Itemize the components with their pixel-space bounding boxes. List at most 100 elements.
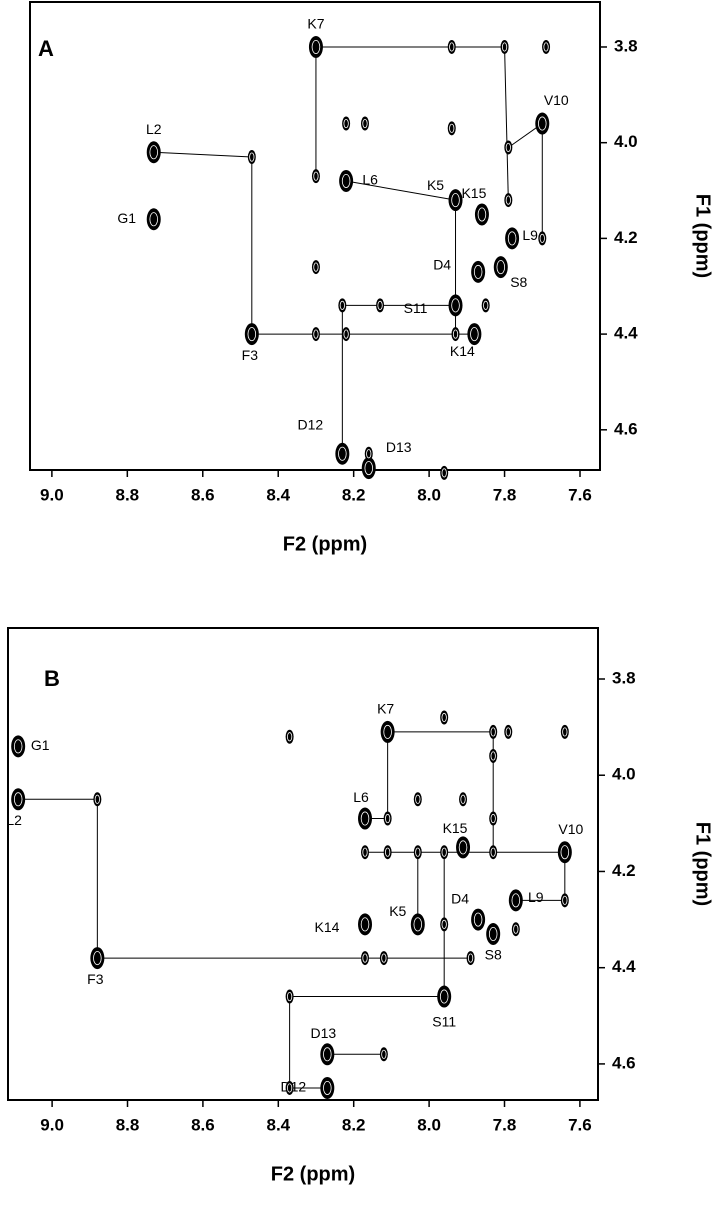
contour [377, 300, 383, 310]
plot-frame [7, 627, 599, 1101]
contour [505, 195, 511, 205]
peak [560, 724, 569, 739]
peak [560, 893, 569, 908]
x-tick-label: 9.0 [40, 485, 64, 504]
contour [560, 845, 570, 860]
contour [339, 300, 345, 310]
contour [538, 116, 547, 131]
peak [440, 845, 449, 860]
peak [361, 951, 370, 966]
contour [441, 712, 447, 723]
contour [470, 327, 479, 342]
contour [341, 173, 351, 188]
peak [456, 836, 471, 859]
x-tick-label: 8.6 [191, 1115, 215, 1134]
peak [358, 807, 373, 830]
y-tick-label: 4.2 [612, 861, 636, 880]
x-tick-label: 8.4 [266, 1115, 290, 1134]
peak-label: K5 [427, 177, 444, 193]
x-tick-label: 8.0 [417, 485, 441, 504]
x-axis-title: F2 (ppm) [283, 533, 367, 555]
peak-label: S11 [432, 1013, 456, 1029]
contour [415, 847, 421, 857]
contour [360, 917, 370, 932]
x-axis-title: F2 (ppm) [271, 1163, 355, 1185]
contour [473, 912, 483, 927]
peak-label: L2 [146, 121, 162, 137]
peak-label: D13 [310, 1025, 336, 1041]
peak-label: F3 [87, 971, 104, 987]
contour [507, 231, 517, 246]
x-tick-label: 8.2 [342, 485, 366, 504]
y-tick-label: 3.8 [612, 668, 636, 687]
peak [557, 841, 572, 864]
contour [383, 724, 392, 739]
plot-frame [29, 1, 601, 471]
peak [448, 294, 463, 317]
contour [460, 794, 466, 804]
x-tick-label: 8.0 [417, 1115, 441, 1134]
contour [451, 298, 460, 313]
peak [511, 922, 520, 937]
peak [93, 792, 102, 807]
peak [11, 735, 26, 758]
peak [489, 845, 498, 860]
peak [467, 323, 482, 346]
peak [320, 1076, 335, 1099]
peak-label: K14 [315, 919, 340, 935]
y-tick-label: 4.4 [612, 957, 636, 976]
contour [513, 924, 519, 934]
peak-label: K7 [377, 701, 394, 717]
contour [360, 811, 370, 826]
peak [11, 788, 26, 811]
peak [447, 121, 456, 136]
peak [474, 203, 489, 226]
peak-label: L6 [353, 789, 369, 805]
contour [366, 449, 372, 459]
peak [342, 116, 351, 131]
contour [449, 42, 455, 52]
peak [410, 913, 425, 936]
contour [490, 847, 496, 857]
peak-label: D4 [433, 257, 451, 273]
peak [244, 323, 259, 346]
peak [437, 985, 452, 1008]
peak [440, 710, 449, 725]
peak [493, 256, 508, 279]
contour [539, 233, 545, 243]
x-tick-label: 7.6 [568, 1115, 592, 1134]
x-tick-label: 8.6 [191, 485, 215, 504]
contour [313, 171, 319, 181]
y-axis-title: F1 (ppm) [692, 822, 714, 906]
peak [383, 811, 392, 826]
peak [451, 327, 460, 342]
panel: A 9.0 8.8 8.6 8.4 8.2 8.0 7.8 7.6 3.8 4.0 4.2 4.4 4.6… [29, 1, 714, 555]
x-tick-label: 7.8 [493, 485, 517, 504]
peak-label: V10 [558, 821, 583, 837]
contour [323, 1080, 332, 1095]
contour [362, 953, 368, 963]
contour [543, 42, 549, 52]
peak [489, 748, 498, 763]
y-tick-label: 3.8 [614, 36, 638, 55]
peak [361, 457, 376, 480]
assignment-link [346, 180, 456, 201]
peak-label: D4 [451, 890, 469, 906]
peak [448, 189, 463, 212]
contour [93, 951, 102, 966]
peak [338, 298, 347, 313]
x-tick-label: 9.0 [40, 1115, 64, 1134]
contour [313, 329, 319, 339]
contour [458, 840, 468, 855]
panel-letter: A [38, 36, 54, 61]
contour [413, 917, 423, 932]
peak [146, 141, 161, 164]
contour [496, 260, 506, 275]
contour [452, 329, 459, 339]
panel: B 9.0 8.8 8.6 8.4 8.2 8.0 7.8 7.6 3.8 4.0 4.2 4.4 4.6… [6, 627, 714, 1185]
peak [285, 729, 294, 744]
peak [380, 720, 395, 743]
peak [360, 116, 369, 131]
peak [471, 908, 486, 931]
